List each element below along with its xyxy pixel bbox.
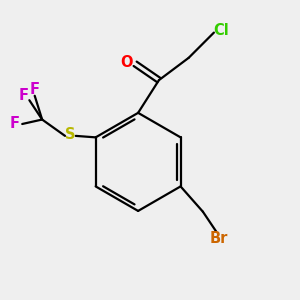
Text: F: F (18, 88, 28, 103)
Text: O: O (121, 55, 133, 70)
Text: F: F (10, 116, 20, 131)
Text: S: S (65, 128, 76, 142)
Text: Cl: Cl (214, 23, 229, 38)
Text: F: F (30, 82, 40, 97)
Text: Br: Br (209, 231, 228, 246)
